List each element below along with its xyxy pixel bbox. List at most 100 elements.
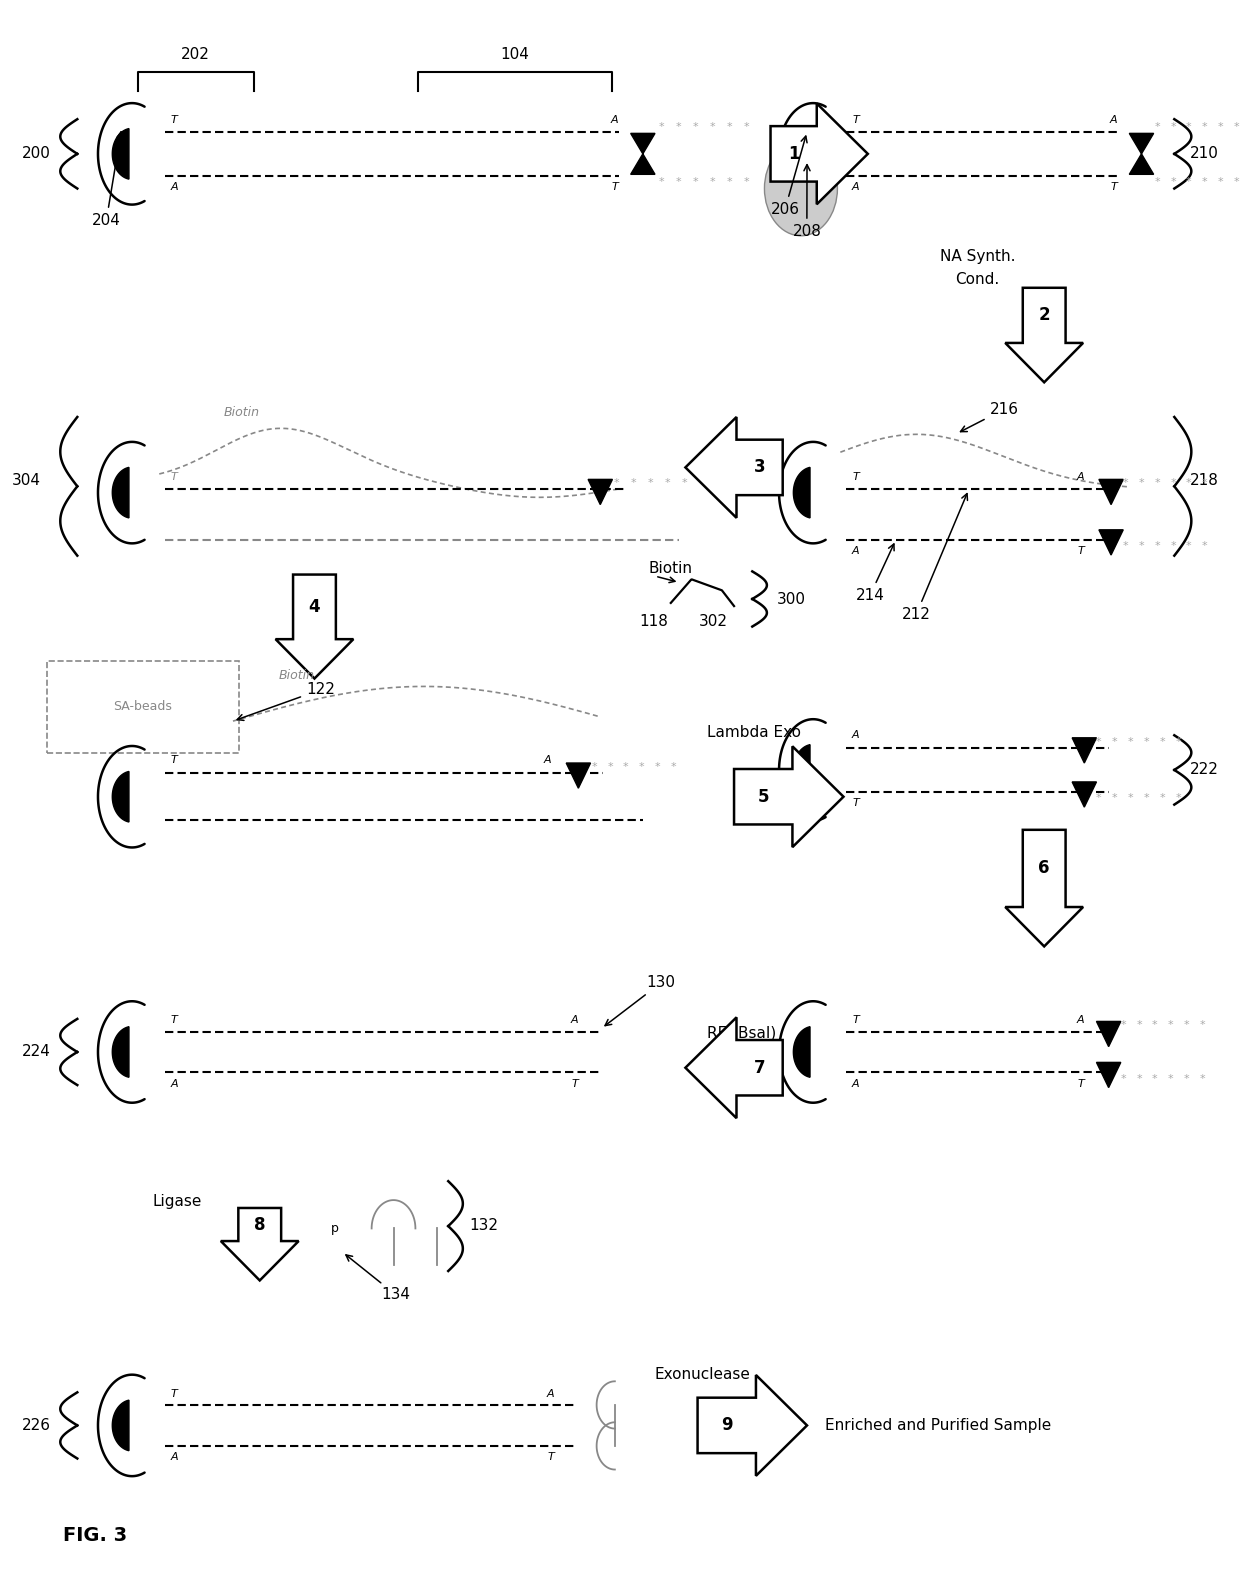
Text: A: A xyxy=(852,1079,859,1088)
Text: 118: 118 xyxy=(640,615,668,629)
Text: RE (BsaI): RE (BsaI) xyxy=(707,1025,776,1041)
Text: *: * xyxy=(608,762,613,771)
Text: Enriched and Purified Sample: Enriched and Purified Sample xyxy=(826,1418,1052,1434)
Text: Ligase: Ligase xyxy=(153,1194,202,1209)
Text: *: * xyxy=(1187,542,1192,551)
Text: *: * xyxy=(676,122,681,131)
Text: *: * xyxy=(658,177,663,187)
Text: *: * xyxy=(1171,542,1176,551)
Circle shape xyxy=(764,141,837,236)
Text: *: * xyxy=(727,122,732,131)
Text: *: * xyxy=(1218,177,1224,187)
Text: *: * xyxy=(647,478,653,488)
Text: *: * xyxy=(1143,794,1149,803)
Text: *: * xyxy=(1159,794,1164,803)
Text: *: * xyxy=(1136,1020,1142,1030)
Text: Exonuclease: Exonuclease xyxy=(655,1367,751,1383)
Text: 122: 122 xyxy=(237,683,335,721)
Polygon shape xyxy=(1130,133,1153,174)
Text: *: * xyxy=(709,122,715,131)
Text: *: * xyxy=(1152,1020,1158,1030)
Text: T: T xyxy=(1078,1079,1084,1088)
Polygon shape xyxy=(1096,1022,1121,1047)
Text: 214: 214 xyxy=(856,543,894,604)
Text: *: * xyxy=(1159,737,1164,746)
Text: *: * xyxy=(591,762,596,771)
Text: A: A xyxy=(1076,472,1084,482)
Polygon shape xyxy=(113,128,129,179)
Text: *: * xyxy=(1187,122,1192,131)
Text: 6: 6 xyxy=(1038,860,1050,878)
Text: *: * xyxy=(655,762,660,771)
Text: *: * xyxy=(1121,1074,1126,1083)
Text: *: * xyxy=(1171,122,1176,131)
Text: *: * xyxy=(698,478,704,488)
Polygon shape xyxy=(1073,738,1096,763)
Text: *: * xyxy=(671,762,676,771)
Text: *: * xyxy=(1154,478,1161,488)
Text: p: p xyxy=(331,1221,339,1236)
Text: *: * xyxy=(676,177,681,187)
Text: *: * xyxy=(1202,122,1208,131)
Text: T: T xyxy=(852,472,859,482)
Text: *: * xyxy=(692,122,698,131)
Text: T: T xyxy=(171,756,177,765)
Text: 134: 134 xyxy=(346,1255,410,1302)
Text: *: * xyxy=(658,122,663,131)
Text: 212: 212 xyxy=(901,494,967,621)
Text: 210: 210 xyxy=(1190,146,1219,162)
Polygon shape xyxy=(734,746,843,847)
Polygon shape xyxy=(794,744,810,795)
Polygon shape xyxy=(275,575,353,678)
Text: 4: 4 xyxy=(309,597,320,616)
Text: *: * xyxy=(727,177,732,187)
Text: *: * xyxy=(1154,122,1161,131)
Text: *: * xyxy=(1234,122,1239,131)
Text: *: * xyxy=(1202,177,1208,187)
Text: T: T xyxy=(171,116,177,125)
Text: *: * xyxy=(1127,737,1133,746)
Text: 5: 5 xyxy=(758,787,769,806)
Polygon shape xyxy=(686,1017,782,1118)
Text: A: A xyxy=(852,182,859,192)
Text: *: * xyxy=(1176,737,1180,746)
Polygon shape xyxy=(1099,480,1123,505)
Text: *: * xyxy=(1123,478,1128,488)
Text: T: T xyxy=(572,1079,578,1088)
Polygon shape xyxy=(1096,1063,1121,1088)
Text: A: A xyxy=(852,546,859,556)
Text: *: * xyxy=(1096,794,1101,803)
Text: 216: 216 xyxy=(961,402,1018,431)
FancyBboxPatch shape xyxy=(47,661,239,752)
Text: *: * xyxy=(1136,1074,1142,1083)
Text: 218: 218 xyxy=(1190,472,1219,488)
Text: T: T xyxy=(1078,546,1084,556)
Text: 132: 132 xyxy=(469,1218,498,1232)
Text: *: * xyxy=(1154,177,1161,187)
Text: *: * xyxy=(630,478,636,488)
Text: 300: 300 xyxy=(776,592,806,607)
Text: Biotin: Biotin xyxy=(278,668,314,681)
Text: 302: 302 xyxy=(699,615,728,629)
Text: *: * xyxy=(614,478,619,488)
Text: *: * xyxy=(1202,478,1208,488)
Text: *: * xyxy=(1184,1074,1189,1083)
Text: *: * xyxy=(1171,177,1176,187)
Text: *: * xyxy=(1154,542,1161,551)
Text: *: * xyxy=(1234,177,1239,187)
Text: *: * xyxy=(709,177,715,187)
Text: *: * xyxy=(1184,1020,1189,1030)
Text: *: * xyxy=(1187,177,1192,187)
Text: A: A xyxy=(547,1389,554,1399)
Text: *: * xyxy=(1199,1074,1205,1083)
Text: 208: 208 xyxy=(792,165,821,239)
Text: Biotin: Biotin xyxy=(649,561,693,575)
Text: 7: 7 xyxy=(754,1058,765,1077)
Text: A: A xyxy=(852,730,859,740)
Text: T: T xyxy=(171,472,177,482)
Polygon shape xyxy=(698,1375,807,1476)
Text: 1: 1 xyxy=(787,144,800,163)
Text: SA-beads: SA-beads xyxy=(114,700,172,713)
Text: A: A xyxy=(171,182,179,192)
Text: 222: 222 xyxy=(1190,762,1219,778)
